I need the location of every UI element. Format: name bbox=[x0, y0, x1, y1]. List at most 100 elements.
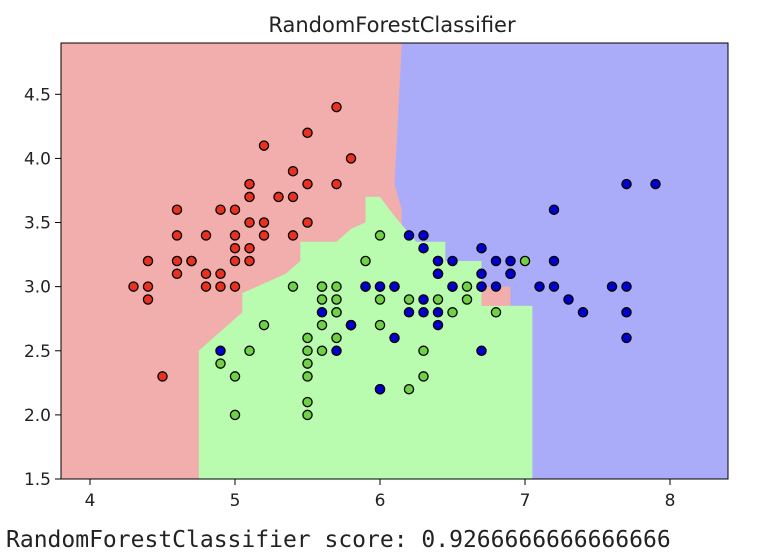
data-point bbox=[229, 255, 241, 267]
data-point bbox=[621, 178, 632, 190]
data-point bbox=[360, 255, 371, 267]
y-tick-label: 2.5 bbox=[24, 342, 51, 362]
data-point bbox=[331, 294, 342, 305]
x-tick-label: 8 bbox=[665, 491, 676, 511]
data-point bbox=[302, 178, 313, 190]
data-point bbox=[215, 345, 226, 357]
data-point bbox=[403, 230, 415, 241]
data-point bbox=[432, 307, 444, 318]
data-point bbox=[215, 358, 226, 369]
data-point bbox=[171, 204, 183, 215]
data-point bbox=[418, 294, 429, 305]
data-point bbox=[244, 191, 255, 203]
data-point bbox=[215, 268, 226, 280]
decision-region-class1 bbox=[198, 196, 533, 479]
data-point bbox=[244, 217, 255, 228]
data-point bbox=[577, 307, 589, 318]
data-point bbox=[302, 396, 313, 408]
data-point bbox=[200, 281, 212, 292]
data-point bbox=[331, 332, 342, 344]
data-point bbox=[418, 371, 429, 382]
data-point bbox=[476, 268, 487, 280]
x-axis: 4 5 6 7 8 bbox=[85, 479, 676, 511]
data-point bbox=[606, 281, 618, 292]
data-point bbox=[316, 307, 328, 318]
data-point bbox=[374, 281, 386, 292]
data-point bbox=[229, 281, 241, 292]
data-point bbox=[142, 294, 154, 305]
data-point bbox=[534, 281, 545, 292]
data-point bbox=[302, 409, 313, 421]
y-tick-label: 4.0 bbox=[24, 149, 51, 169]
data-point bbox=[186, 255, 197, 267]
data-point bbox=[287, 230, 299, 241]
data-point bbox=[418, 345, 429, 357]
data-point bbox=[171, 268, 183, 280]
data-point bbox=[302, 217, 313, 228]
data-point bbox=[519, 255, 531, 267]
data-point bbox=[302, 332, 313, 344]
data-point bbox=[418, 307, 429, 318]
data-point bbox=[302, 358, 313, 369]
data-point bbox=[200, 230, 212, 241]
data-point bbox=[389, 281, 400, 292]
data-point bbox=[244, 345, 255, 357]
series-class0 bbox=[128, 101, 357, 382]
data-point bbox=[258, 319, 270, 331]
data-point bbox=[244, 255, 255, 267]
data-point bbox=[229, 409, 241, 421]
data-point bbox=[476, 345, 487, 357]
decision-region-class2 bbox=[358, 43, 728, 479]
data-point bbox=[418, 230, 429, 241]
x-tick-label: 5 bbox=[230, 491, 241, 511]
data-point bbox=[548, 204, 560, 215]
random-forest-decision-boundary-chart: RandomForestClassifier 4 5 6 7 8 1.5 2.0 2.5 3.… bbox=[24, 13, 729, 511]
data-point bbox=[157, 371, 168, 382]
data-point bbox=[287, 191, 299, 203]
data-point bbox=[215, 204, 226, 215]
y-tick-label: 2.0 bbox=[24, 406, 51, 426]
data-point bbox=[621, 332, 632, 344]
x-tick-label: 7 bbox=[520, 491, 531, 511]
data-point bbox=[476, 242, 487, 254]
data-point bbox=[244, 178, 255, 190]
data-point bbox=[287, 281, 299, 292]
data-point bbox=[258, 217, 270, 228]
data-point bbox=[360, 281, 371, 292]
data-point bbox=[447, 307, 458, 318]
data-point bbox=[316, 281, 328, 292]
data-point bbox=[128, 281, 139, 292]
data-point bbox=[302, 127, 313, 139]
data-point bbox=[432, 268, 444, 280]
data-point bbox=[505, 268, 516, 280]
y-tick-label: 3.5 bbox=[24, 214, 51, 234]
data-point bbox=[476, 281, 487, 292]
data-point bbox=[621, 307, 632, 318]
data-point bbox=[229, 230, 241, 241]
data-point bbox=[258, 140, 270, 151]
data-point bbox=[302, 345, 313, 357]
data-point bbox=[374, 230, 386, 241]
x-tick-label: 4 bbox=[85, 491, 96, 511]
data-point bbox=[432, 319, 444, 331]
data-point bbox=[331, 178, 342, 190]
y-tick-label: 3.0 bbox=[24, 278, 51, 298]
data-point bbox=[331, 281, 342, 292]
data-point bbox=[229, 204, 241, 215]
y-tick-label: 1.5 bbox=[24, 470, 51, 490]
data-point bbox=[244, 242, 255, 254]
data-point bbox=[171, 255, 183, 267]
data-point bbox=[331, 101, 342, 113]
x-tick-label: 6 bbox=[375, 491, 386, 511]
data-point bbox=[505, 255, 516, 267]
y-tick-label: 4.5 bbox=[24, 85, 51, 105]
data-point bbox=[389, 332, 400, 344]
data-point bbox=[490, 281, 502, 292]
classifier-score-text: RandomForestClassifier score: 0.92666666… bbox=[6, 527, 671, 553]
plot-frame bbox=[60, 42, 729, 480]
data-point bbox=[316, 345, 328, 357]
data-point bbox=[229, 371, 241, 382]
data-point bbox=[432, 294, 444, 305]
data-point bbox=[374, 383, 386, 395]
data-point bbox=[461, 281, 473, 292]
